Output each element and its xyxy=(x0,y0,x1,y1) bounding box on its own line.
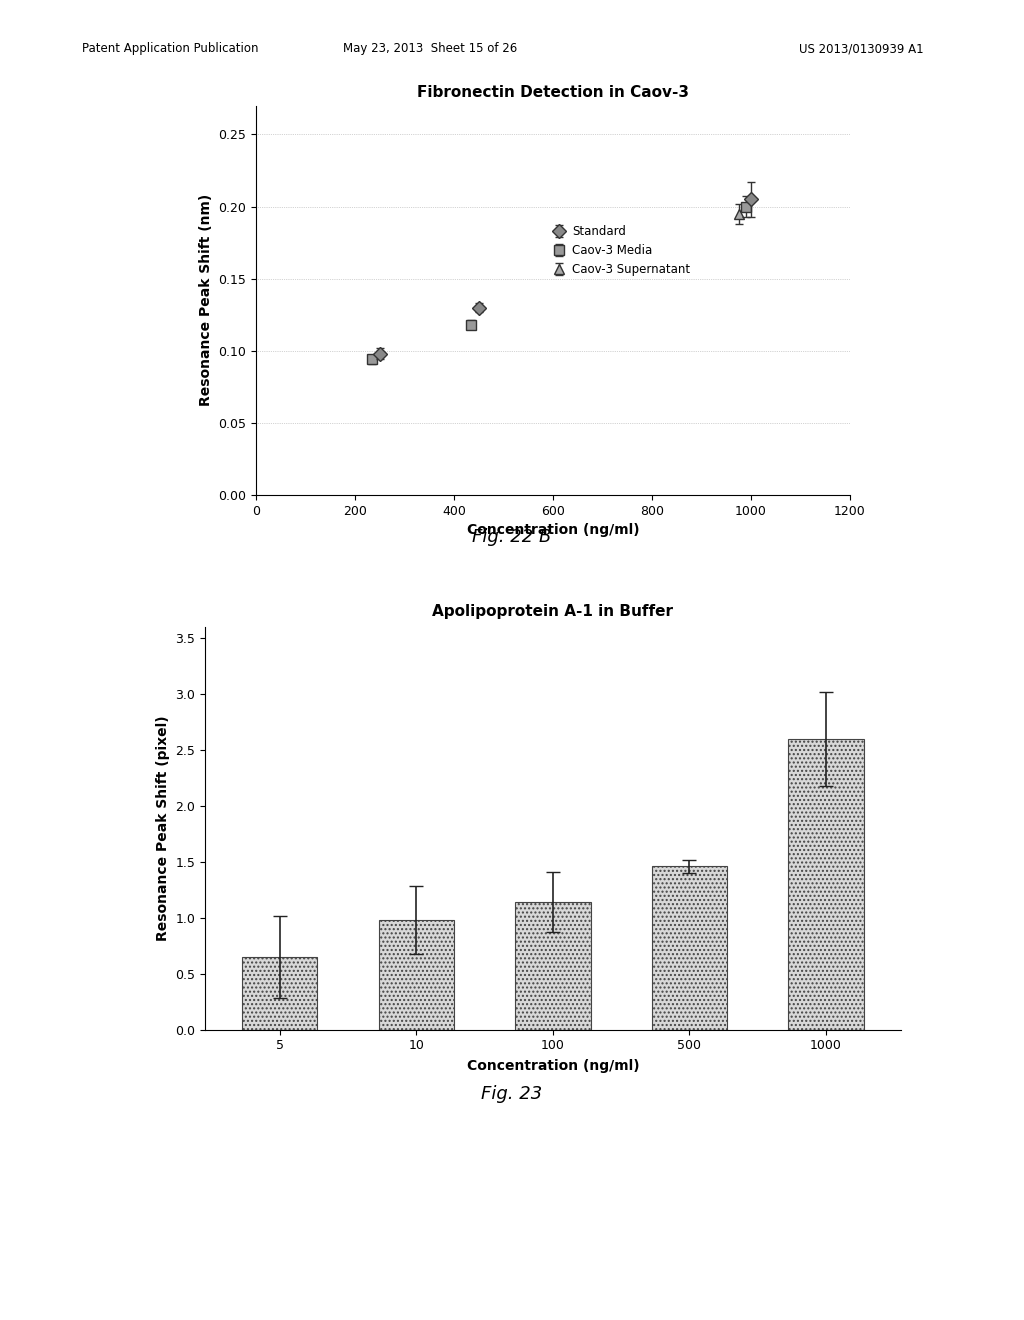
Bar xyxy=(652,866,727,1030)
Y-axis label: Resonance Peak Shift (nm): Resonance Peak Shift (nm) xyxy=(199,194,213,407)
Bar xyxy=(379,920,454,1030)
Text: US 2013/0130939 A1: US 2013/0130939 A1 xyxy=(799,42,924,55)
Title: Apolipoprotein A-1 in Buffer: Apolipoprotein A-1 in Buffer xyxy=(432,603,674,619)
Legend: Standard, Caov-3 Media, Caov-3 Supernatant: Standard, Caov-3 Media, Caov-3 Supernata… xyxy=(547,220,694,281)
Bar xyxy=(243,957,317,1030)
X-axis label: Concentration (ng/ml): Concentration (ng/ml) xyxy=(467,523,639,537)
Y-axis label: Resonance Peak Shift (pixel): Resonance Peak Shift (pixel) xyxy=(156,715,170,941)
Text: Patent Application Publication: Patent Application Publication xyxy=(82,42,258,55)
Text: Fig. 23: Fig. 23 xyxy=(481,1085,543,1104)
Bar xyxy=(788,739,863,1030)
Title: Fibronectin Detection in Caov-3: Fibronectin Detection in Caov-3 xyxy=(417,86,689,100)
Bar xyxy=(515,902,591,1030)
X-axis label: Concentration (ng/ml): Concentration (ng/ml) xyxy=(467,1059,639,1073)
Text: Fig. 22 B: Fig. 22 B xyxy=(472,528,552,546)
Text: May 23, 2013  Sheet 15 of 26: May 23, 2013 Sheet 15 of 26 xyxy=(343,42,517,55)
